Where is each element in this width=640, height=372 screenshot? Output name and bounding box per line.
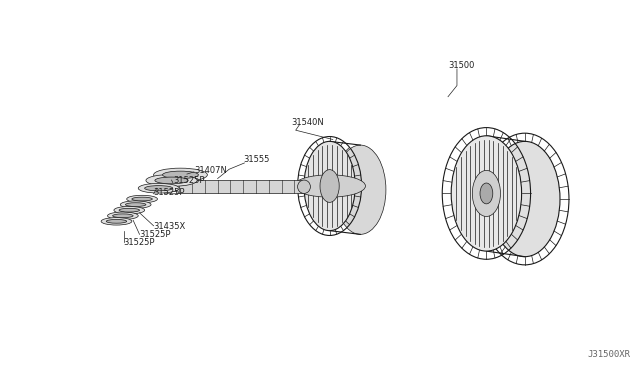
Bar xyxy=(176,180,304,193)
Ellipse shape xyxy=(125,203,146,206)
Text: 31525P: 31525P xyxy=(123,238,154,247)
Text: 31500: 31500 xyxy=(448,61,474,70)
Ellipse shape xyxy=(480,183,493,204)
Ellipse shape xyxy=(101,218,132,225)
Ellipse shape xyxy=(163,171,198,179)
Ellipse shape xyxy=(120,201,151,208)
Ellipse shape xyxy=(490,141,560,257)
Ellipse shape xyxy=(335,145,386,234)
Ellipse shape xyxy=(298,180,310,193)
Ellipse shape xyxy=(304,141,355,231)
Ellipse shape xyxy=(451,136,522,251)
Text: 31555: 31555 xyxy=(243,155,269,164)
Ellipse shape xyxy=(294,175,365,197)
Ellipse shape xyxy=(138,183,179,193)
Ellipse shape xyxy=(127,195,157,203)
Ellipse shape xyxy=(119,208,140,212)
Ellipse shape xyxy=(106,219,127,223)
Text: 31540N: 31540N xyxy=(291,118,324,126)
Ellipse shape xyxy=(320,170,339,202)
Text: 31435X: 31435X xyxy=(154,222,186,231)
Ellipse shape xyxy=(146,174,197,186)
Text: 31407N: 31407N xyxy=(194,166,227,174)
Ellipse shape xyxy=(145,186,173,191)
Ellipse shape xyxy=(154,168,207,182)
Ellipse shape xyxy=(472,170,500,217)
Text: 31525P: 31525P xyxy=(154,188,185,197)
Ellipse shape xyxy=(132,197,152,201)
Text: 31525P: 31525P xyxy=(173,176,204,185)
Text: J31500XR: J31500XR xyxy=(588,350,630,359)
Ellipse shape xyxy=(108,212,138,219)
Ellipse shape xyxy=(155,177,188,184)
Ellipse shape xyxy=(114,206,145,214)
Text: 31525P: 31525P xyxy=(140,230,171,239)
Ellipse shape xyxy=(113,214,133,218)
